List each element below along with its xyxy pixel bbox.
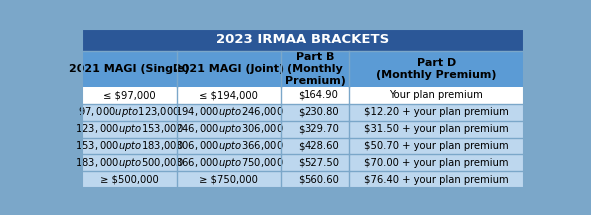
Bar [82, 104, 524, 121]
Text: Part D
(Monthly Premium): Part D (Monthly Premium) [376, 58, 496, 80]
Bar [82, 87, 524, 104]
Text: ≤ $97,000: ≤ $97,000 [103, 90, 156, 100]
Text: 329.70: 329.70 [304, 124, 339, 134]
Text: $12.20 + your plan premium: $12.20 + your plan premium [364, 107, 509, 117]
Bar [82, 29, 524, 51]
Text: $: $ [298, 90, 304, 100]
Text: $153,000 up to $183,000: $153,000 up to $183,000 [75, 139, 184, 153]
Text: 164.90: 164.90 [304, 90, 339, 100]
Text: $76.40 + your plan premium: $76.40 + your plan premium [364, 175, 509, 185]
Text: $366,000 up to $750,000: $366,000 up to $750,000 [174, 156, 283, 170]
Text: ≥ $500,000: ≥ $500,000 [100, 175, 159, 185]
Text: ≥ $750,000: ≥ $750,000 [200, 175, 258, 185]
Text: ≤ $194,000: ≤ $194,000 [200, 90, 258, 100]
Bar [82, 138, 524, 155]
Text: $194,000 up to $246,000: $194,000 up to $246,000 [174, 105, 283, 119]
Text: $: $ [298, 124, 304, 134]
Text: $31.50 + your plan premium: $31.50 + your plan premium [364, 124, 509, 134]
Text: 230.80: 230.80 [304, 107, 339, 117]
Text: 560.60: 560.60 [304, 175, 339, 185]
Text: 2021 MAGI (Single): 2021 MAGI (Single) [69, 64, 190, 74]
Text: $50.70 + your plan premium: $50.70 + your plan premium [364, 141, 509, 151]
Bar [82, 121, 524, 138]
Text: $306,000 up to $366,000: $306,000 up to $366,000 [174, 139, 283, 153]
Text: 428.60: 428.60 [304, 141, 339, 151]
Text: $: $ [298, 107, 304, 117]
Bar [82, 155, 524, 171]
Bar [82, 171, 524, 188]
Text: $: $ [298, 158, 304, 168]
Text: 2023 IRMAA BRACKETS: 2023 IRMAA BRACKETS [216, 34, 389, 46]
Text: $70.00 + your plan premium: $70.00 + your plan premium [364, 158, 509, 168]
Text: $97,000 up to $123,000: $97,000 up to $123,000 [79, 105, 181, 119]
Text: $: $ [298, 175, 304, 185]
Text: Part B
(Monthly
Premium): Part B (Monthly Premium) [285, 52, 346, 86]
Text: Your plan premium: Your plan premium [389, 90, 483, 100]
Text: $123,000 up to $153,000: $123,000 up to $153,000 [75, 122, 184, 136]
Text: 2021 MAGI (Joint): 2021 MAGI (Joint) [174, 64, 284, 74]
Bar [82, 51, 524, 87]
Text: $183,000 up to $500,000: $183,000 up to $500,000 [75, 156, 184, 170]
Text: $246,000 up to $306,000: $246,000 up to $306,000 [174, 122, 283, 136]
Text: $: $ [298, 141, 304, 151]
Text: 527.50: 527.50 [304, 158, 339, 168]
